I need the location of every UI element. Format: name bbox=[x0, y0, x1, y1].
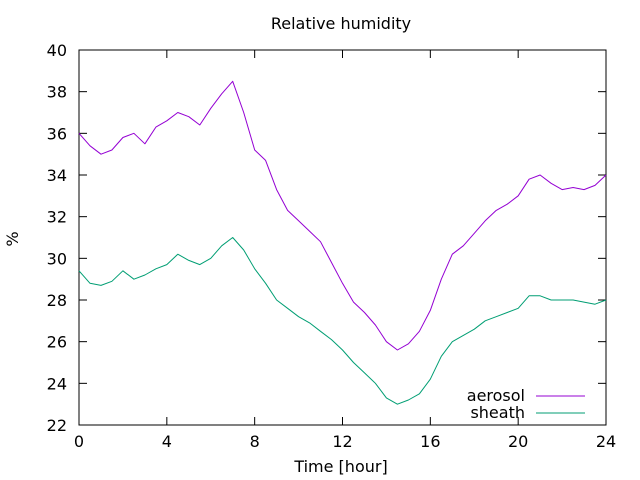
x-tick-label: 0 bbox=[74, 432, 84, 451]
series-line-sheath bbox=[78, 237, 607, 405]
y-axis-ticks: 22 24 26 28 30 32 34 36 38 40 bbox=[47, 41, 606, 435]
x-tick-label: 8 bbox=[250, 432, 260, 451]
y-tick-label: 28 bbox=[47, 291, 67, 310]
y-tick-label: 30 bbox=[47, 249, 67, 268]
y-tick-label: 32 bbox=[47, 208, 67, 227]
y-tick-label: 40 bbox=[47, 41, 67, 60]
y-tick-label: 36 bbox=[47, 124, 67, 143]
y-tick-label: 34 bbox=[47, 166, 67, 185]
plot-area-border bbox=[78, 49, 607, 426]
x-tick-label: 12 bbox=[332, 432, 352, 451]
legend-label-aerosol: aerosol bbox=[467, 386, 525, 405]
x-tick-label: 4 bbox=[162, 432, 172, 451]
x-tick-label: 24 bbox=[596, 432, 616, 451]
chart-title: Relative humidity bbox=[271, 14, 411, 33]
legend-label-sheath: sheath bbox=[470, 403, 525, 422]
y-tick-label: 22 bbox=[47, 416, 67, 435]
series-lines bbox=[78, 80, 607, 405]
x-axis-label: Time [hour] bbox=[293, 457, 387, 476]
y-tick-label: 24 bbox=[47, 374, 67, 393]
x-tick-label: 16 bbox=[420, 432, 440, 451]
y-axis-label: % bbox=[3, 231, 22, 246]
x-tick-label: 20 bbox=[508, 432, 528, 451]
series-line-aerosol bbox=[78, 80, 607, 351]
x-axis-ticks: 0 4 8 12 16 20 24 bbox=[74, 50, 616, 451]
y-tick-label: 38 bbox=[47, 83, 67, 102]
plot-frame bbox=[78, 49, 607, 426]
y-tick-label: 26 bbox=[47, 333, 67, 352]
